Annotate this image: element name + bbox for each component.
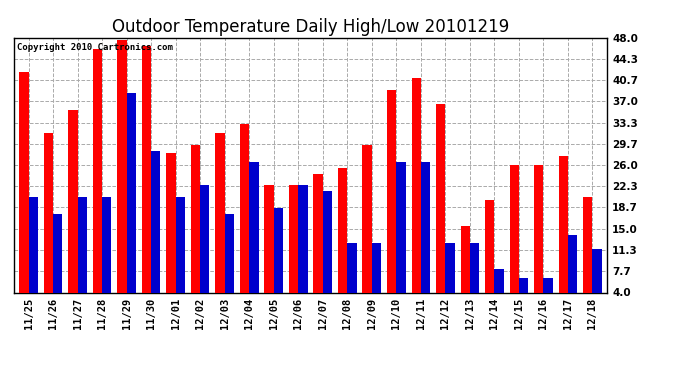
Bar [436,104,445,316]
Bar [421,162,430,316]
Bar [338,168,347,316]
Bar [249,162,259,316]
Bar [583,197,593,316]
Bar [92,49,102,316]
Bar [142,46,151,316]
Bar [559,156,568,316]
Bar [510,165,519,316]
Bar [19,72,28,316]
Title: Outdoor Temperature Daily High/Low 20101219: Outdoor Temperature Daily High/Low 20101… [112,18,509,36]
Bar [396,162,406,316]
Bar [215,133,225,316]
Bar [176,197,185,316]
Bar [372,243,381,316]
Bar [240,124,249,316]
Bar [289,185,298,316]
Bar [117,40,126,316]
Bar [191,145,200,316]
Bar [534,165,544,316]
Bar [347,243,357,316]
Bar [43,133,53,316]
Bar [53,214,62,316]
Bar [298,185,308,316]
Bar [445,243,455,316]
Bar [102,197,111,316]
Bar [362,145,372,316]
Bar [68,110,77,316]
Bar [470,243,479,316]
Bar [519,278,529,316]
Bar [151,150,161,316]
Bar [166,153,176,316]
Bar [200,185,210,316]
Bar [387,90,396,316]
Bar [274,209,283,316]
Bar [264,185,274,316]
Bar [495,269,504,316]
Bar [485,200,495,316]
Bar [323,191,332,316]
Bar [126,93,136,316]
Bar [313,174,323,316]
Bar [411,78,421,316]
Bar [544,278,553,316]
Bar [593,249,602,316]
Bar [225,214,234,316]
Bar [568,234,578,316]
Text: Copyright 2010 Cartronics.com: Copyright 2010 Cartronics.com [17,43,172,52]
Bar [28,197,38,316]
Bar [77,197,87,316]
Bar [460,226,470,316]
